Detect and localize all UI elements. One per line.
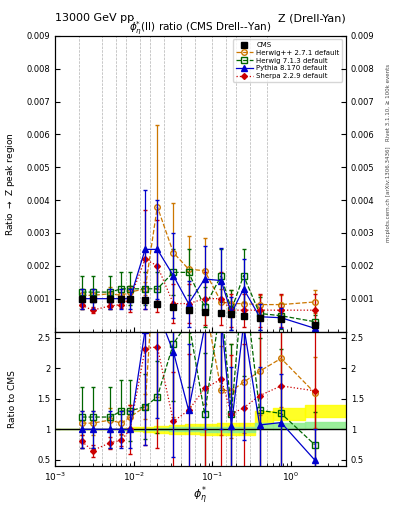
Legend: CMS, Herwig++ 2.7.1 default, Herwig 7.1.3 default, Pythia 8.170 default, Sherpa : CMS, Herwig++ 2.7.1 default, Herwig 7.1.… <box>233 39 342 82</box>
Y-axis label: Ratio $\to$ Z peak region: Ratio $\to$ Z peak region <box>4 132 17 236</box>
Y-axis label: Ratio to CMS: Ratio to CMS <box>8 370 17 428</box>
Title: $\dot{\phi}^{*}_{\eta}$(ll) ratio (CMS Drell--Yan): $\dot{\phi}^{*}_{\eta}$(ll) ratio (CMS D… <box>129 17 272 36</box>
Text: Rivet 3.1.10, ≥ 100k events: Rivet 3.1.10, ≥ 100k events <box>386 64 391 141</box>
Text: mcplots.cern.ch [arXiv:1306.3436]: mcplots.cern.ch [arXiv:1306.3436] <box>386 147 391 242</box>
Text: 13000 GeV pp: 13000 GeV pp <box>55 13 134 23</box>
X-axis label: $\phi^{*}_{\eta}$: $\phi^{*}_{\eta}$ <box>193 484 208 507</box>
Text: Z (Drell-Yan): Z (Drell-Yan) <box>278 13 346 23</box>
